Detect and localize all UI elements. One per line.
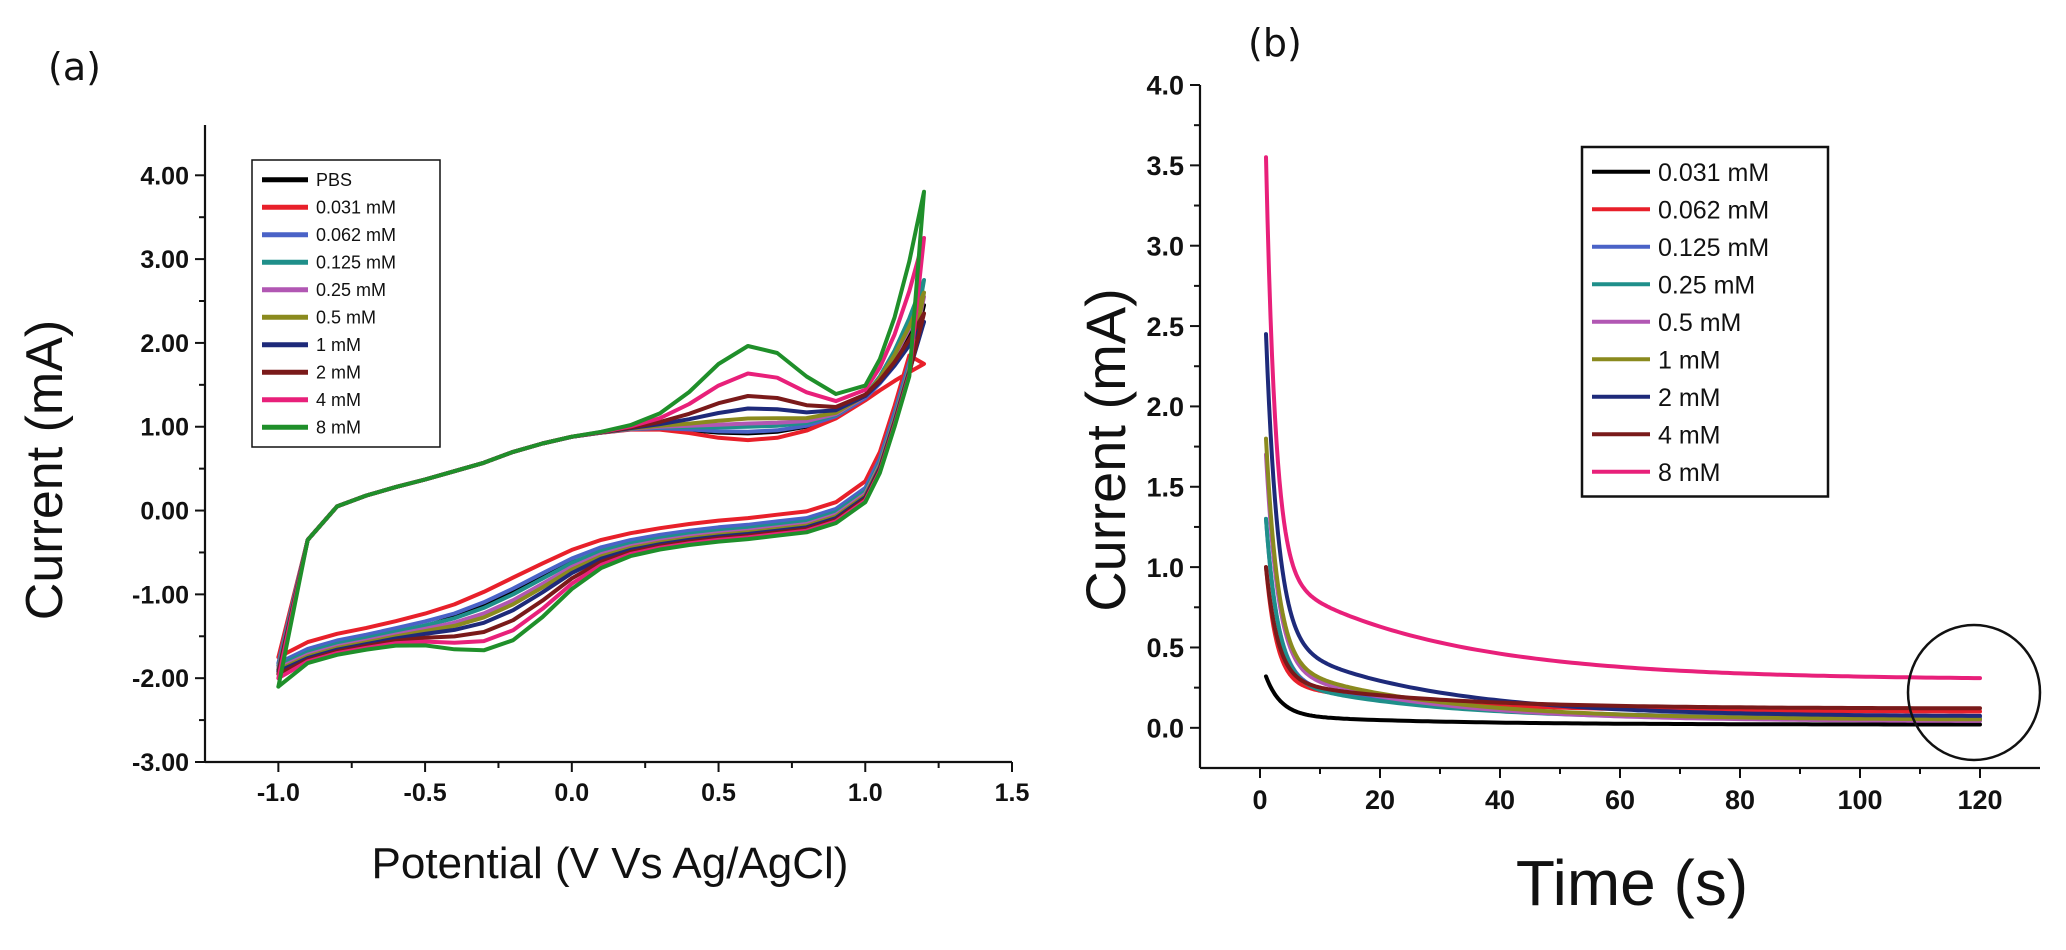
legend-entry: 2 mM <box>316 363 361 383</box>
legend-entry: 0.125 mM <box>1658 234 1769 262</box>
x-tick-label: 0.5 <box>701 779 736 807</box>
x-tick-label: -0.5 <box>404 779 447 807</box>
y-tick-label: 3.5 <box>1146 151 1184 181</box>
legend-entry: 0.031 mM <box>316 198 396 218</box>
legend-entry: PBS <box>316 170 352 190</box>
legend-entry: 0.25 mM <box>316 280 386 300</box>
y-tick-label: 3.0 <box>1146 231 1184 261</box>
legend-entry: 0.25 mM <box>1658 271 1755 299</box>
ca-series-line <box>1264 674 1982 727</box>
y-tick-label: -3.00 <box>132 749 189 777</box>
panel-b: (b) 0.0 0.5 1.0 1.5 2.0 2.5 3.0 3.5 4.0 0 20 40 60 80… <box>1074 21 2042 919</box>
legend-entry: 4 mM <box>1658 421 1721 449</box>
y-tick-label: 0.5 <box>1146 633 1184 663</box>
y-tick-label: -2.00 <box>132 665 189 693</box>
x-tick-label: -1.0 <box>257 779 300 807</box>
x-tick-label: 20 <box>1365 785 1395 815</box>
y-tick-label: 2.0 <box>1146 392 1184 422</box>
ca-series-line <box>1264 155 1982 681</box>
panel-b-xlabel: Time (s) <box>1516 847 1748 919</box>
panel-a-ylabel: Current (mA) <box>16 320 74 620</box>
y-tick-label: 1.00 <box>140 414 189 442</box>
legend-entry: 1 mM <box>316 335 361 355</box>
legend-entry: 0.125 mM <box>316 253 396 273</box>
y-tick-label: 4.0 <box>1146 71 1184 101</box>
legend-entry: 0.031 mM <box>1658 159 1769 187</box>
legend-entry: 0.5 mM <box>1658 309 1741 337</box>
legend-entry: 0.062 mM <box>1658 196 1769 224</box>
legend-entry: 0.062 mM <box>316 225 396 245</box>
y-tick-label: 2.00 <box>140 330 189 358</box>
legend-entry: 8 mM <box>1658 459 1721 487</box>
ca-series-line <box>1264 332 1982 718</box>
cv-series-line <box>276 189 926 689</box>
y-tick-label: 0.00 <box>140 498 189 526</box>
x-tick-label: 0.0 <box>554 779 589 807</box>
x-tick-label: 60 <box>1605 785 1635 815</box>
panel-a-label: (a) <box>48 45 101 89</box>
legend-entry: 0.5 mM <box>316 308 376 328</box>
y-tick-label: 4.00 <box>140 162 189 190</box>
panel-b-plot-area: 0.0 0.5 1.0 1.5 2.0 2.5 3.0 3.5 4.0 0 20 40 60 80 100 1… <box>1146 71 2042 815</box>
legend-entry: 4 mM <box>316 390 361 410</box>
panel-a-plot-area: -3.00 -2.00 -1.00 0.00 1.00 2.00 3.00 4.00 -1.0 -… <box>132 125 1029 807</box>
ca-series-line <box>1264 565 1982 714</box>
ca-series-line <box>1264 516 1982 722</box>
panel-a-xlabel: Potential (V Vs Ag/AgCl) <box>372 839 849 888</box>
y-tick-label: -1.00 <box>132 581 189 609</box>
ca-series-line <box>1264 436 1982 722</box>
panel-b-ylabel: Current (mA) <box>1074 288 1137 612</box>
y-tick-label: 3.00 <box>140 246 189 274</box>
panel-b-label: (b) <box>1248 21 1302 65</box>
legend-entry: 1 mM <box>1658 346 1721 374</box>
x-tick-label: 80 <box>1725 785 1755 815</box>
y-tick-label: 1.0 <box>1146 553 1184 583</box>
x-tick-label: 0 <box>1252 785 1267 815</box>
legend-entry: 8 mM <box>316 418 361 438</box>
highlight-circle <box>1906 623 2042 762</box>
x-tick-label: 1.5 <box>995 779 1030 807</box>
legend-entry: 2 mM <box>1658 384 1721 412</box>
x-tick-label: 40 <box>1485 785 1515 815</box>
x-tick-label: 100 <box>1837 785 1882 815</box>
y-tick-label: 1.5 <box>1146 472 1184 502</box>
y-tick-label: 2.5 <box>1146 312 1184 342</box>
x-tick-label: 120 <box>1957 785 2002 815</box>
y-tick-label: 0.0 <box>1146 714 1184 744</box>
ca-series-line <box>1264 516 1982 720</box>
panel-a: (a) -3.00-2.00-1.000.001.002.003.004.00-… <box>16 45 1029 888</box>
ca-series-line <box>1264 565 1982 711</box>
x-tick-label: 1.0 <box>848 779 883 807</box>
